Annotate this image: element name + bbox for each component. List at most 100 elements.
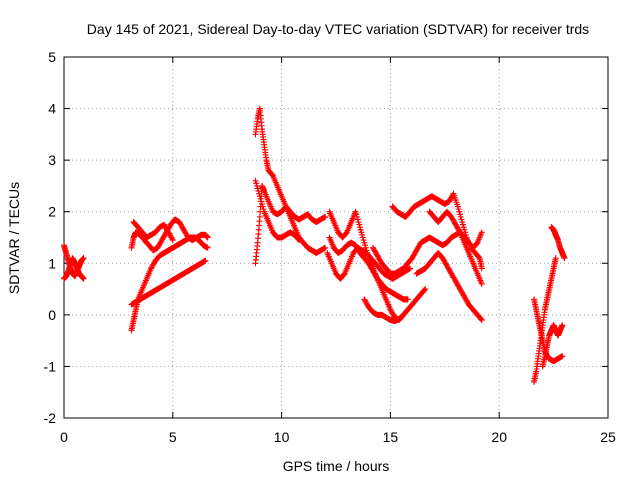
data-point <box>258 198 265 205</box>
series-arc-q <box>426 208 485 287</box>
data-point <box>478 229 485 236</box>
y-tick-label: 4 <box>48 101 56 117</box>
data-points <box>61 105 568 385</box>
series-arc-o <box>369 229 485 277</box>
series-arc-s <box>531 255 559 385</box>
data-point <box>352 208 359 215</box>
data-point <box>359 231 366 238</box>
data-point <box>404 296 411 303</box>
data-point <box>202 257 209 264</box>
data-point <box>461 226 468 233</box>
y-axis-label: SDTVAR / TECUs <box>6 182 22 294</box>
series-arc-b <box>61 255 87 282</box>
series-arc-e <box>128 257 209 308</box>
series-arc-f <box>130 219 176 244</box>
data-point <box>356 221 363 228</box>
series-arc-i <box>252 177 303 244</box>
data-point <box>561 255 568 262</box>
y-tick-label: -1 <box>44 358 57 374</box>
grid-layer <box>64 57 608 418</box>
chart-title: Day 145 of 2021, Sidereal Day-to-day VTE… <box>87 21 589 37</box>
y-tick-label: 0 <box>48 307 56 323</box>
y-tick-label: -2 <box>44 410 57 426</box>
data-point <box>169 235 176 242</box>
data-point <box>256 190 263 197</box>
data-point <box>357 226 364 233</box>
data-point <box>354 216 361 223</box>
data-point <box>204 244 211 251</box>
series-arc-l <box>326 234 411 303</box>
data-point <box>459 221 466 228</box>
data-point <box>361 239 368 246</box>
y-tick-label: 1 <box>48 255 56 271</box>
data-point <box>253 182 260 189</box>
data-point <box>363 247 370 254</box>
data-point <box>462 229 469 236</box>
data-point <box>478 265 485 272</box>
data-point <box>459 219 466 226</box>
data-point <box>259 203 266 210</box>
data-point <box>552 255 559 262</box>
data-point <box>253 180 260 187</box>
data-point <box>80 255 87 262</box>
data-point <box>362 242 369 249</box>
data-point <box>362 244 369 251</box>
y-tick-label: 3 <box>48 152 56 168</box>
data-point <box>359 234 366 241</box>
data-point <box>478 280 485 287</box>
x-tick-label: 15 <box>383 429 399 445</box>
data-point <box>458 216 465 223</box>
data-point <box>399 312 406 319</box>
y-tick-label: 5 <box>48 49 56 65</box>
data-point <box>456 208 463 215</box>
data-point <box>364 252 371 259</box>
data-point <box>478 317 485 324</box>
data-point <box>322 213 329 220</box>
data-point <box>356 224 363 231</box>
data-point <box>455 206 462 213</box>
axis-ticks: 0 5 10 15 20 25 -2 -1 0 1 2 3 4 5 <box>44 49 616 445</box>
series-arc-t <box>539 322 566 370</box>
data-point <box>257 195 264 202</box>
data-point <box>296 237 303 244</box>
x-tick-label: 25 <box>600 429 616 445</box>
plot-frame <box>63 56 609 419</box>
data-point <box>355 219 362 226</box>
data-point <box>457 213 464 220</box>
series-arc-u <box>548 224 568 262</box>
data-point <box>422 286 429 293</box>
data-point <box>456 228 463 235</box>
data-point <box>353 211 360 218</box>
series-arc-r <box>531 296 566 365</box>
y-tick-label: 2 <box>48 204 56 220</box>
data-point <box>295 236 302 243</box>
data-point <box>475 254 482 261</box>
x-axis-label: GPS time / hours <box>283 458 390 474</box>
series-arc-m <box>361 296 407 325</box>
data-point <box>360 237 367 244</box>
data-point <box>354 213 361 220</box>
x-tick-label: 5 <box>169 429 177 445</box>
series-arc-p <box>413 249 485 324</box>
data-point <box>259 200 266 207</box>
data-point <box>559 322 566 329</box>
data-point <box>454 203 461 210</box>
series-arc-g <box>252 182 329 267</box>
data-point <box>478 316 485 323</box>
data-point <box>364 249 371 256</box>
data-point <box>254 185 261 192</box>
data-point <box>421 286 428 293</box>
data-point <box>457 211 464 218</box>
data-point <box>255 188 262 195</box>
x-tick-label: 20 <box>491 429 507 445</box>
data-point <box>400 311 407 318</box>
data-point <box>256 193 263 200</box>
data-point <box>256 213 263 220</box>
series-arc-k <box>326 208 429 324</box>
data-point <box>260 206 267 213</box>
data-point <box>559 353 566 360</box>
data-point <box>322 244 329 251</box>
data-point <box>460 224 467 231</box>
